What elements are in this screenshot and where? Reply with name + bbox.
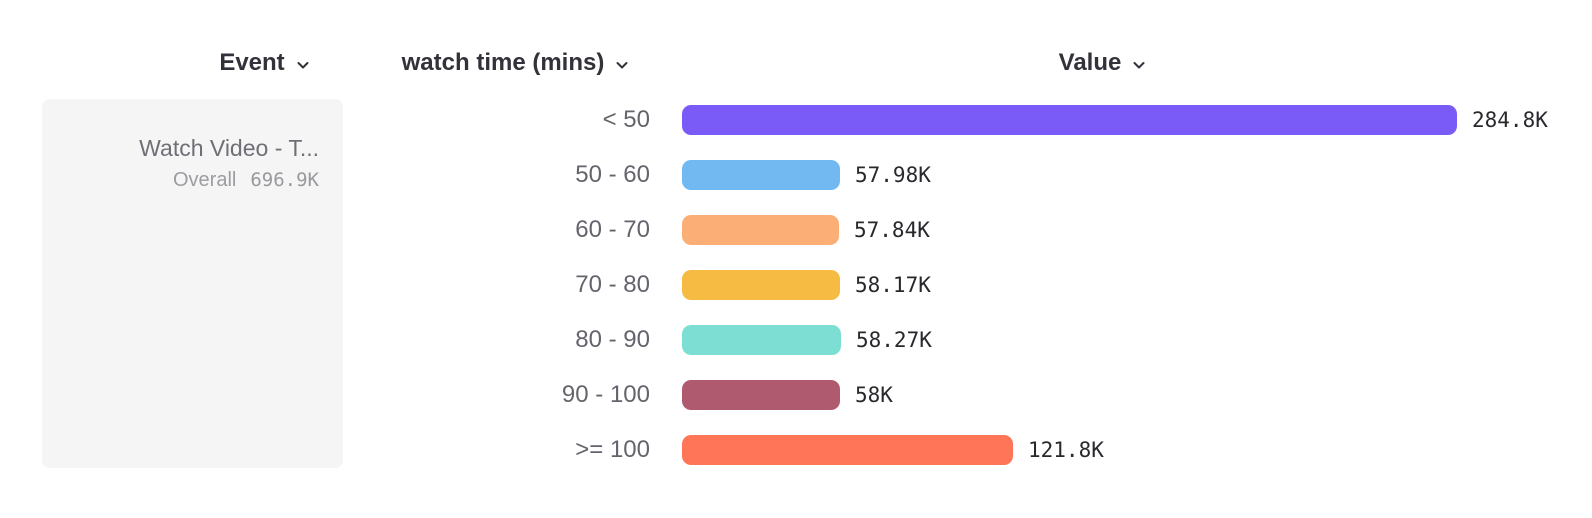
value-bar[interactable] xyxy=(682,434,1013,465)
chart-row: < 50 284.8K xyxy=(400,92,1580,147)
chart-row: 60 - 70 57.84K xyxy=(400,202,1580,257)
value-bar[interactable] xyxy=(682,104,1457,135)
chart-row: 70 - 80 58.17K xyxy=(400,257,1580,312)
event-card[interactable]: Watch Video - T... Overall 696.9K xyxy=(42,99,343,468)
event-title: Watch Video - T... xyxy=(139,135,319,161)
bucket-label: 90 - 100 xyxy=(561,380,650,408)
chart-rows: < 50 284.8K 50 - 60 57.98K 60 - 70 57.84K 70 -… xyxy=(400,92,1580,477)
bucket-label: 50 - 60 xyxy=(575,160,650,188)
value-bar[interactable] xyxy=(682,159,840,190)
event-column-header[interactable]: Event xyxy=(140,46,390,80)
value-label: 284.8K xyxy=(1472,107,1548,132)
value-label: 57.98K xyxy=(855,162,931,187)
chevron-down-icon xyxy=(1131,57,1147,73)
overall-label: Overall xyxy=(173,169,237,191)
overall-value: 696.9K xyxy=(250,169,319,191)
value-label: 58K xyxy=(855,382,893,407)
chart-row: 80 - 90 58.27K xyxy=(400,312,1580,367)
value-bar[interactable] xyxy=(682,324,841,355)
chart-row: >= 100 121.8K xyxy=(400,422,1580,477)
value-label: 57.84K xyxy=(854,217,930,242)
chevron-down-icon xyxy=(614,57,630,73)
value-label: 121.8K xyxy=(1028,437,1104,462)
chevron-down-icon xyxy=(295,57,311,73)
value-label: 58.27K xyxy=(856,327,932,352)
value-column-header[interactable]: Value xyxy=(953,46,1253,80)
event-overall-row: Overall 696.9K xyxy=(56,169,319,192)
value-bar[interactable] xyxy=(682,269,840,300)
breakdown-column-header[interactable]: watch time (mins) xyxy=(366,46,666,80)
value-column-label: Value xyxy=(1058,49,1122,76)
bucket-label: 60 - 70 xyxy=(575,215,650,243)
chart-row: 50 - 60 57.98K xyxy=(400,147,1580,202)
value-bar[interactable] xyxy=(682,214,839,245)
value-label: 58.17K xyxy=(855,272,931,297)
bucket-label: >= 100 xyxy=(575,435,650,463)
value-bar[interactable] xyxy=(682,379,840,410)
chart-row: 90 - 100 58K xyxy=(400,367,1580,422)
breakdown-column-label: watch time (mins) xyxy=(401,49,605,76)
bucket-label: 80 - 90 xyxy=(575,325,650,353)
bucket-label: < 50 xyxy=(602,105,650,133)
event-column-label: Event xyxy=(219,49,285,76)
bucket-label: 70 - 80 xyxy=(575,270,650,298)
